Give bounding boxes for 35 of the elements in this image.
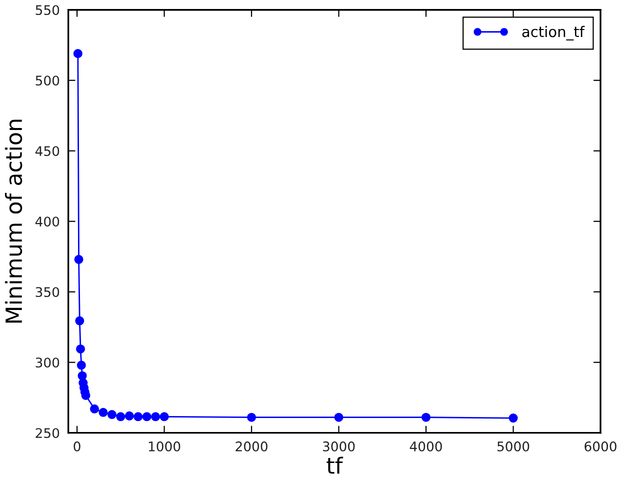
x-tick-label: 4000 [410, 441, 442, 452]
x-tick-label: 3000 [322, 441, 355, 452]
y-tick-label: 550 [36, 5, 60, 16]
point [90, 404, 99, 414]
x-tick-label: 1000 [148, 441, 180, 452]
x-tick-label: 6000 [584, 441, 616, 452]
legend-label: action_tf [522, 26, 585, 40]
point [134, 412, 143, 422]
point [142, 412, 152, 422]
point [76, 344, 86, 354]
point [508, 414, 518, 423]
point [98, 408, 108, 417]
point [116, 412, 126, 422]
point [151, 412, 160, 422]
x-tick-label: 0 [74, 441, 80, 452]
y-tick-label: 300 [36, 358, 60, 368]
y-tick-label: 350 [36, 287, 60, 298]
x-axis-title: tf [326, 456, 344, 474]
point [422, 412, 431, 422]
y-tick-label: 500 [36, 76, 60, 86]
y-tick-label: 450 [35, 146, 60, 156]
point [74, 254, 84, 264]
point [334, 412, 344, 422]
point [75, 316, 84, 326]
x-tick-label: 2000 [236, 441, 268, 452]
x-tick-label: 5000 [497, 441, 530, 452]
point [76, 360, 86, 370]
point [107, 410, 116, 420]
point [124, 411, 134, 420]
point [247, 412, 256, 422]
point [73, 49, 82, 58]
point [160, 412, 169, 422]
y-tick-label: 250 [36, 428, 60, 438]
y-tick-label: 400 [35, 216, 60, 227]
y-axis-title: Minimum of action [4, 120, 22, 323]
